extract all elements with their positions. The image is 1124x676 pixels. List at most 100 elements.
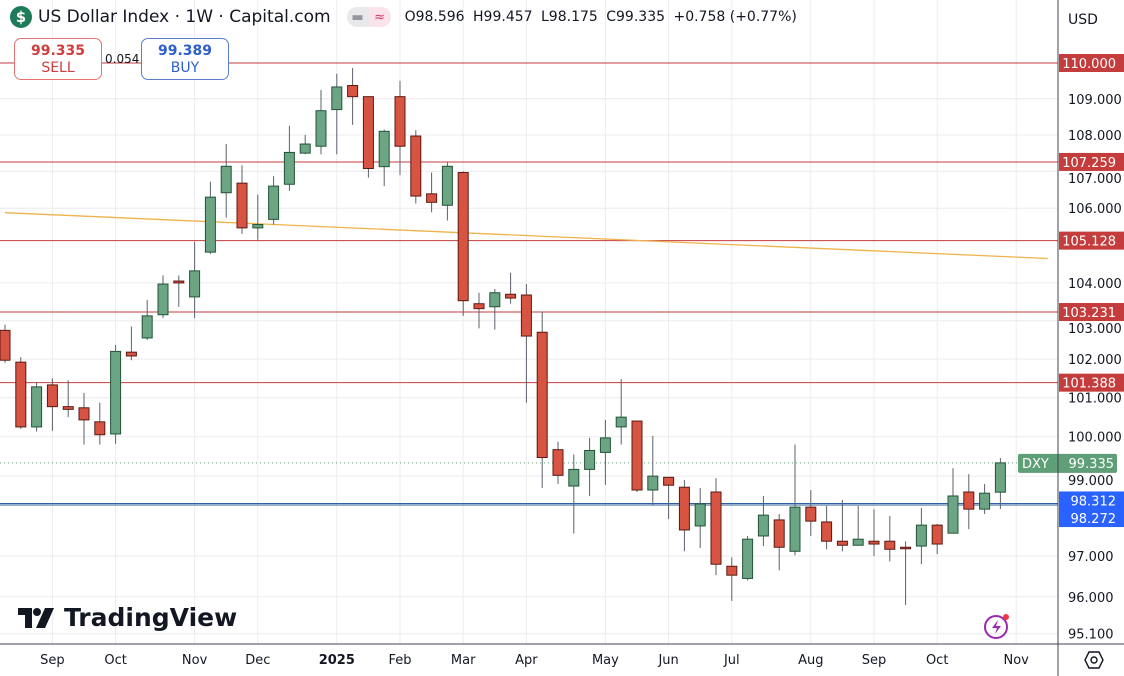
y-tick-label: 107.000 [1068, 172, 1122, 187]
level-label: 107.259 [1062, 156, 1116, 171]
candle-down [773, 519, 785, 548]
candle-up [189, 270, 201, 298]
open-value: O98.596 [404, 9, 465, 25]
candle-down [678, 486, 690, 531]
last-price-symbol: DXY [1022, 457, 1049, 472]
x-tick-label: Oct [104, 653, 126, 668]
candle-up [315, 110, 327, 147]
candle-down [710, 491, 722, 565]
sell-button[interactable]: 99.335 SELL [14, 38, 102, 80]
candles [0, 67, 1058, 605]
candle-up [220, 165, 232, 194]
y-tick-label: 97.000 [1068, 550, 1114, 565]
level-label-bg [1059, 54, 1124, 72]
x-tick-label: Oct [926, 653, 948, 668]
y-tick-label: 101.000 [1068, 392, 1122, 407]
minus-icon[interactable]: ▬ [346, 7, 369, 27]
candle-down [473, 303, 485, 310]
y-tick-label: 100.000 [1068, 431, 1122, 446]
indicator-toggle[interactable]: ▬ ≈ [346, 7, 391, 27]
settings-icon[interactable] [1084, 650, 1104, 670]
x-tick-label: Nov [182, 653, 208, 668]
ohlc-readout: O98.596 H99.457 L98.175 C99.335 +0.758 (… [405, 9, 801, 25]
tradingview-logo: TradingView [18, 603, 237, 632]
candle-up [742, 538, 754, 579]
candle-up [204, 196, 216, 253]
candle-up [789, 506, 801, 552]
y-tick-label: 104.000 [1068, 277, 1122, 292]
candle-up [599, 437, 611, 453]
change-value: +0.758 (+0.77%) [673, 9, 797, 25]
x-tick-label: 2025 [319, 653, 355, 668]
lightning-icon[interactable] [983, 612, 1011, 640]
candle-down [536, 331, 548, 459]
candle-down [663, 476, 675, 486]
currency-selector[interactable]: USD [1068, 12, 1098, 28]
candle-down [46, 384, 58, 408]
candle-up [757, 514, 769, 537]
low-value: L98.175 [541, 9, 598, 25]
candle-down [426, 193, 438, 203]
level-label-bg [1059, 303, 1124, 322]
dollar-icon: $ [10, 6, 32, 28]
candle-down [552, 449, 564, 476]
buy-button[interactable]: 99.389 BUY [141, 38, 229, 80]
candle-down [884, 540, 896, 550]
candle-up [157, 283, 169, 316]
candle-down [457, 172, 469, 302]
candle-down [62, 406, 74, 410]
approx-icon[interactable]: ≈ [368, 7, 391, 27]
candle-up [615, 416, 627, 428]
x-tick-label: May [592, 653, 619, 668]
candle-down [78, 407, 90, 421]
y-tick-label: 99.000 [1068, 474, 1114, 489]
level-label: 98.272 [1071, 512, 1117, 527]
y-tick-label: 103.000 [1068, 322, 1122, 337]
candle-down [15, 361, 27, 428]
candle-up [252, 224, 264, 229]
chart-header: $ US Dollar Index · 1W · Capital.com ▬ ≈… [10, 6, 801, 28]
candle-up [947, 495, 959, 534]
candle-down [836, 540, 848, 546]
candle-up [647, 475, 659, 491]
candle-up [915, 524, 927, 547]
chart-title[interactable]: US Dollar Index · 1W · Capital.com [38, 7, 331, 27]
candle-down [631, 420, 643, 491]
candle-down [520, 294, 532, 337]
candle-down [963, 491, 975, 510]
tradingview-logo-icon [18, 607, 54, 628]
candle-up [994, 462, 1006, 493]
candle-down [900, 546, 912, 550]
candle-up [141, 315, 153, 339]
level-label: 103.231 [1062, 306, 1116, 321]
x-tick-label: Sep [862, 653, 887, 668]
x-tick-label: Sep [40, 653, 65, 668]
candle-up [31, 386, 43, 428]
candle-down [410, 135, 422, 197]
candle-up [283, 151, 295, 185]
candle-up [568, 468, 580, 487]
sell-price: 99.335 [30, 43, 86, 59]
sell-label: SELL [41, 60, 75, 76]
y-tick-label: 102.000 [1068, 353, 1122, 368]
candle-up [852, 538, 864, 546]
y-tick-label: 95.100 [1068, 628, 1114, 643]
logo-text: TradingView [64, 603, 238, 632]
candle-up [489, 292, 501, 308]
candle-up [979, 492, 991, 510]
candle-up [110, 350, 122, 435]
candle-down [362, 96, 374, 169]
x-tick-label: Jul [723, 653, 740, 668]
x-tick-label: Jun [657, 653, 678, 668]
y-tick-label: 108.000 [1068, 129, 1122, 144]
level-label-bg [1059, 491, 1124, 510]
x-tick-label: Feb [388, 653, 411, 668]
candle-up [441, 165, 453, 206]
x-tick-label: Mar [451, 653, 476, 668]
x-tick-label: Nov [1004, 653, 1030, 668]
candle-down [125, 351, 137, 357]
high-value: H99.457 [473, 9, 533, 25]
level-label: 101.388 [1062, 377, 1116, 392]
y-tick-label: 109.000 [1068, 93, 1122, 108]
